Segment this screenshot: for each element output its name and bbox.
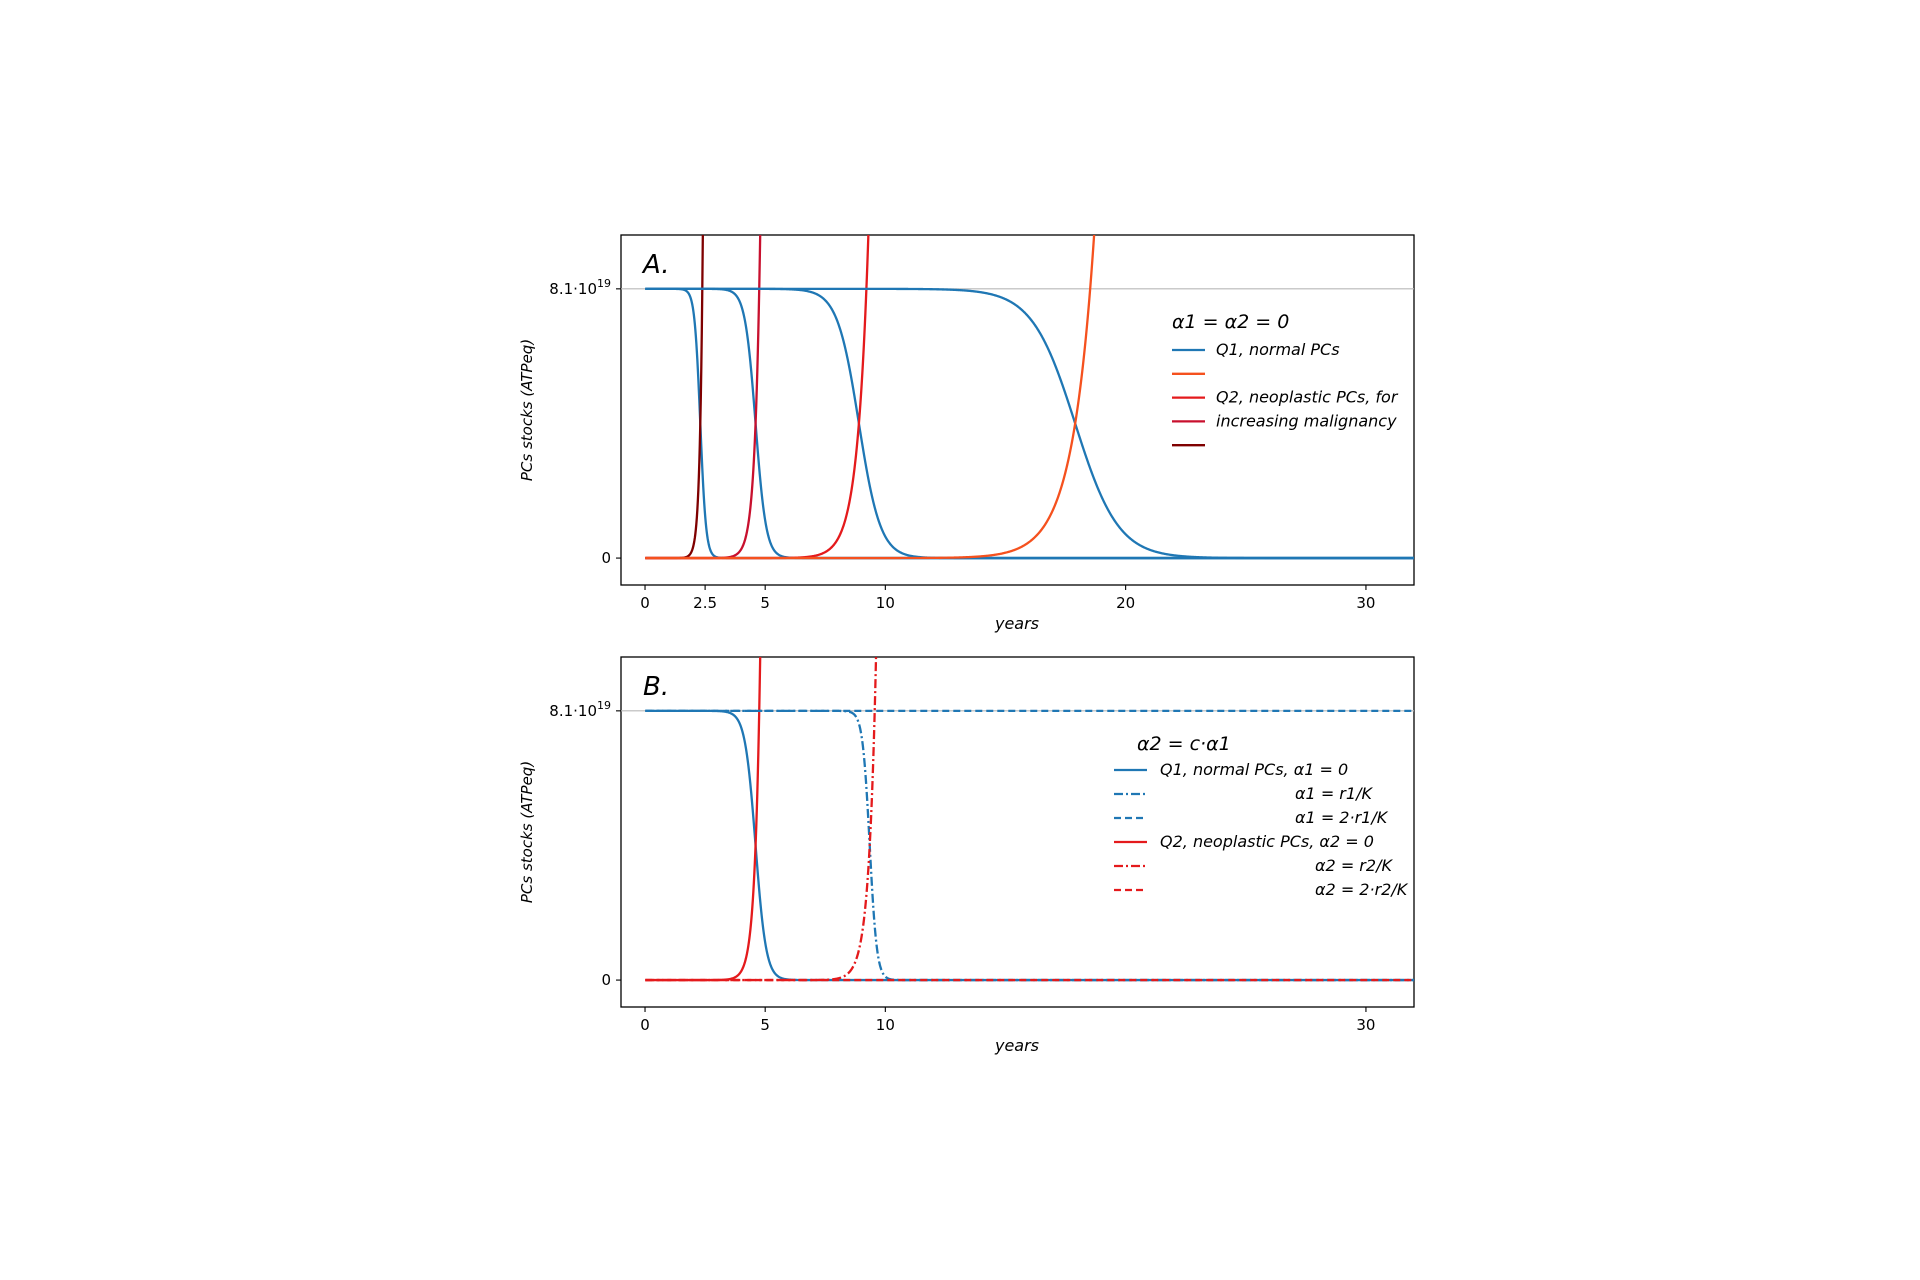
legend-label: Q1, normal PCs, α1 = 0 xyxy=(1160,760,1348,779)
panel-b-legend: α2 = c·α1 Q1, normal PCs, α1 = 0 α1 = r1/… xyxy=(1114,733,1409,899)
panel-a-x-axis-label: years xyxy=(994,614,1039,633)
x-tick-label: 0 xyxy=(640,1016,650,1034)
panel-b-y-ticks: 0 8.1·1019 xyxy=(549,699,621,989)
x-tick-label: 30 xyxy=(1356,1016,1375,1034)
x-tick-label: 20 xyxy=(1116,594,1135,612)
legend-label: increasing malignancy xyxy=(1216,411,1397,430)
series-line-normal-2 xyxy=(644,709,1414,982)
panel-b-x-axis-label: years xyxy=(994,1036,1039,1055)
legend-label: α2 = r2/K xyxy=(1315,856,1393,875)
panel-a-legend: α1 = α2 = 0 Q1, normal PCs Q2, neoplastic… xyxy=(1172,311,1399,447)
x-tick-label: 30 xyxy=(1356,594,1375,612)
panel-b: B. 0 5 10 30 0 8.1·1019 years PCs stocks (AT… xyxy=(518,656,1415,1055)
x-tick-label: 10 xyxy=(876,1016,895,1034)
x-tick-label: 5 xyxy=(760,594,770,612)
legend-label: α2 = 2·r2/K xyxy=(1315,880,1409,899)
y-tick-label: 0 xyxy=(601,971,611,989)
series-line-neoplastic-1 xyxy=(644,657,762,982)
panel-a-curves xyxy=(644,235,1414,560)
legend-label: α1 = 2·r1/K xyxy=(1295,808,1389,827)
panel-a-y-ticks: 0 8.1·1019 xyxy=(549,277,621,567)
y-tick-label: 0 xyxy=(601,549,611,567)
legend-label: α1 = r1/K xyxy=(1295,784,1373,803)
legend-label: Q1, normal PCs xyxy=(1216,340,1340,359)
panel-b-frame xyxy=(620,656,1415,1008)
panel-b-curves xyxy=(644,657,1414,982)
panel-a-label: A. xyxy=(641,250,670,280)
series-line-normal-6 xyxy=(644,287,1414,560)
x-tick-label: 10 xyxy=(876,594,895,612)
legend-label: Q2, neoplastic PCs, for xyxy=(1216,388,1399,407)
x-tick-label: 2.5 xyxy=(693,594,717,612)
panel-b-y-axis-label: PCs stocks (ATPeq) xyxy=(518,761,536,903)
y-tick-label: 8.1·1019 xyxy=(549,699,611,720)
x-tick-label: 0 xyxy=(640,594,650,612)
legend-label: Q2, neoplastic PCs, α2 = 0 xyxy=(1160,832,1374,851)
panel-a-legend-title: α1 = α2 = 0 xyxy=(1172,311,1289,333)
x-tick-label: 5 xyxy=(760,1016,770,1034)
panel-b-legend-title: α2 = c·α1 xyxy=(1137,733,1231,755)
panel-b-label: B. xyxy=(643,672,669,702)
series-line-neoplastic-3 xyxy=(644,235,762,560)
panel-a: A. 0 2.5 5 10 20 30 0 8.1·1019 years PCs stock… xyxy=(518,234,1415,633)
panel-a-frame xyxy=(620,234,1415,586)
series-line-neoplastic-7 xyxy=(644,235,1096,560)
y-tick-label: 8.1·1019 xyxy=(549,277,611,298)
panel-a-x-ticks: 0 2.5 5 10 20 30 xyxy=(640,585,1375,612)
panel-a-y-axis-label: PCs stocks (ATPeq) xyxy=(518,339,536,481)
panel-b-x-ticks: 0 5 10 30 xyxy=(640,1007,1375,1034)
